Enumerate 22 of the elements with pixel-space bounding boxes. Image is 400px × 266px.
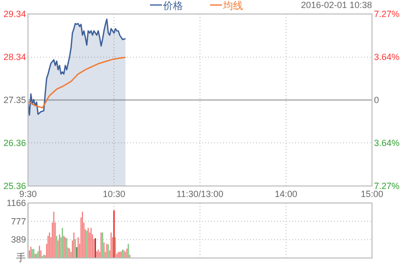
- legend-label: 均线: [222, 0, 243, 12]
- text: 2016-02-01 10:38: [300, 0, 372, 10]
- y-tick-label: 389: [10, 234, 26, 245]
- y-tick-label: 1166: [6, 198, 26, 208]
- x-tick-label: 11:30/13:00: [176, 189, 224, 199]
- y2-tick-label: 3.64%: [374, 138, 400, 148]
- y2-tick-label: 3.64%: [374, 52, 400, 62]
- y-tick-label: 25.36: [3, 181, 26, 191]
- y-tick-label: 29.34: [3, 9, 26, 19]
- x-tick-label: 14:00: [274, 189, 298, 199]
- y-tick-label: 777: [10, 216, 26, 226]
- y-tick-label: 27.35: [3, 95, 26, 105]
- y2-tick-label: 0: [374, 95, 380, 105]
- x-tick-label: 15:00: [360, 189, 384, 199]
- y-tick-label: 手: [16, 252, 26, 264]
- y2-tick-label: 7.27%: [374, 9, 400, 19]
- x-tick-label: 10:30: [102, 189, 126, 199]
- x-tick-label: 9:30: [19, 189, 37, 199]
- legend-label: 价格: [162, 0, 183, 12]
- y-tick-label: 26.36: [3, 138, 26, 148]
- y-tick-label: 28.34: [3, 52, 26, 62]
- y2-tick-label: 7.27%: [374, 181, 400, 191]
